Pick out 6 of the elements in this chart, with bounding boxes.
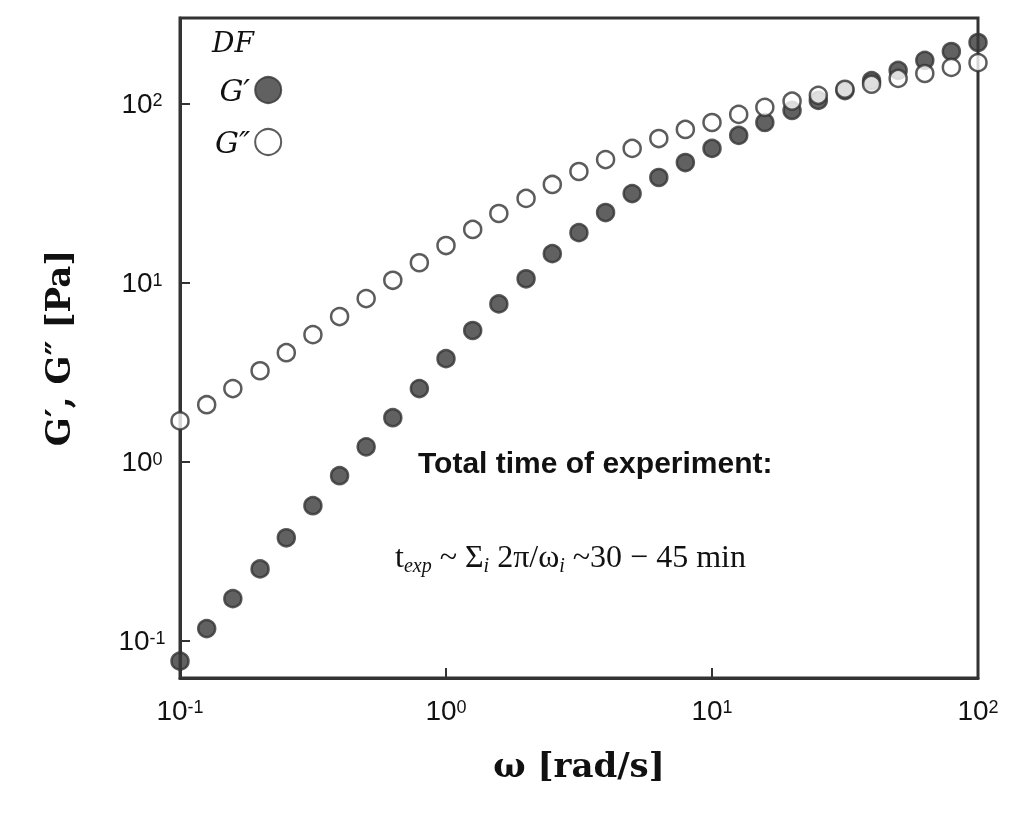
annotation: Total time of experiment: (418, 445, 773, 479)
legend-label: G″ (215, 124, 251, 160)
legend-label: G′ (219, 72, 251, 108)
y-axis-title: G′, G″ [Pa] (38, 249, 78, 447)
x-axis-title: ω [rad/s] (493, 745, 665, 785)
legend-title: DF (211, 25, 256, 59)
